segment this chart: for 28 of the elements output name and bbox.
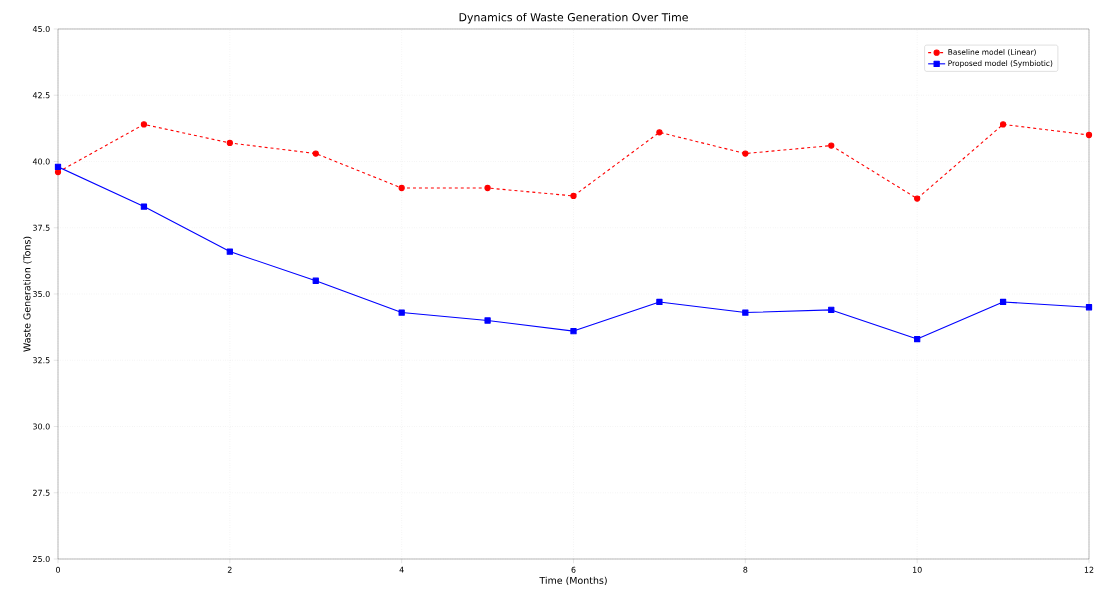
y-axis-title: Waste Generation (Tons) [23, 236, 32, 352]
point [570, 192, 577, 200]
point [742, 309, 749, 316]
point [742, 150, 749, 157]
chart-title: Dynamics of Waste Generation Over Time [459, 12, 688, 24]
point [570, 327, 577, 335]
point [226, 139, 233, 147]
point [999, 298, 1007, 306]
point [914, 335, 921, 343]
point [226, 248, 233, 255]
point [484, 317, 491, 324]
point [999, 121, 1007, 128]
point [140, 121, 148, 128]
point [914, 195, 921, 202]
point [398, 184, 405, 192]
x-axis-title: Time (Months) [539, 576, 607, 586]
point [656, 129, 663, 136]
point [312, 277, 319, 284]
point [484, 184, 491, 192]
point [1085, 304, 1093, 311]
point [656, 298, 663, 306]
point [828, 142, 835, 149]
point [140, 203, 148, 210]
point [398, 309, 405, 316]
point [828, 306, 835, 314]
point [54, 163, 62, 170]
point [312, 150, 319, 157]
point [1085, 131, 1093, 139]
